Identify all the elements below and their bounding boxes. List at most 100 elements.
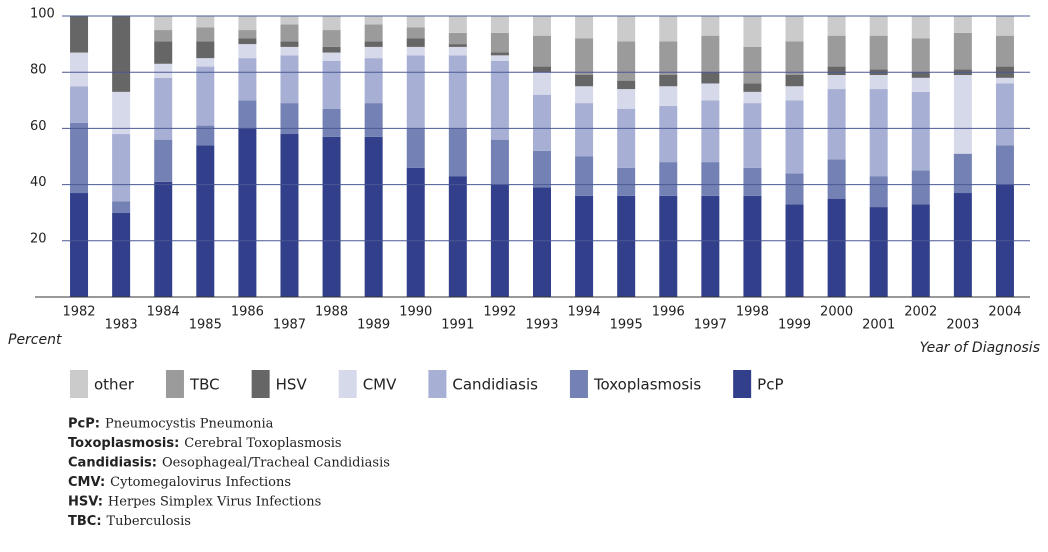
bar-segment — [112, 16, 131, 92]
legend-label: other — [94, 376, 135, 394]
bar-segment — [406, 16, 425, 28]
bar-segment — [785, 75, 804, 87]
bar-segment — [827, 89, 846, 160]
bar-segment — [659, 105, 678, 163]
legend-label: TBC — [189, 376, 220, 394]
bar-segment — [280, 103, 299, 135]
y-axis-label: Percent — [8, 332, 62, 348]
bar-segment — [617, 195, 636, 297]
bar-segment — [659, 41, 678, 76]
bar-segment — [743, 167, 762, 196]
bar-segment — [280, 16, 299, 25]
note-term: TBC: — [68, 514, 102, 529]
y-tick-label: 80 — [30, 63, 47, 78]
legend-swatch — [251, 370, 270, 398]
bar-segment — [575, 156, 594, 196]
bar-segment — [364, 136, 383, 297]
bar-segment — [575, 16, 594, 39]
bar-segment — [280, 46, 299, 56]
bar-segment — [533, 16, 551, 36]
legend-label: HSV — [276, 376, 308, 394]
bar-segment — [995, 35, 1014, 67]
legend-swatch — [428, 370, 447, 398]
note-text: Tuberculosis — [107, 514, 191, 529]
bar-segment — [953, 32, 972, 70]
bar-segment — [827, 35, 846, 67]
bar-segment — [827, 16, 846, 36]
legend-swatch — [338, 370, 357, 398]
bar-segment — [953, 16, 972, 33]
bar-segment — [701, 100, 720, 163]
bar-segment — [701, 72, 720, 84]
bar-segment — [743, 91, 762, 104]
x-tick-label: 1993 — [525, 318, 558, 333]
bar-segment — [364, 103, 383, 137]
legend-swatch — [165, 370, 184, 398]
bar-segment — [322, 46, 341, 53]
x-tick-label: 1989 — [357, 318, 390, 333]
bar-segment — [575, 103, 594, 157]
bar-segment — [911, 72, 930, 78]
legend-label: Toxoplasmosis — [593, 376, 701, 394]
bar-segment — [575, 75, 594, 87]
bar-segment — [785, 41, 804, 76]
x-tick-label: 1995 — [610, 318, 643, 333]
bar-segment — [448, 128, 467, 177]
bar-segment — [533, 150, 551, 188]
bar-segment — [364, 41, 383, 47]
bar-segment — [575, 195, 594, 297]
x-tick-label: 1985 — [189, 318, 222, 333]
legend-swatch — [733, 370, 752, 398]
bar-segment — [490, 60, 509, 140]
bar-segment — [238, 30, 257, 39]
bar-segment — [322, 16, 341, 31]
bar-segment — [364, 46, 383, 59]
legend-swatch — [70, 370, 88, 398]
x-tick-label: 1990 — [399, 305, 432, 320]
bar-segment — [533, 94, 551, 151]
bar-segment — [280, 134, 299, 297]
note-term: PcP: — [68, 417, 100, 432]
bar-segment — [911, 16, 930, 39]
x-tick-label: 1984 — [147, 305, 180, 320]
x-tick-label: 1988 — [315, 305, 348, 320]
bar-segment — [406, 128, 425, 168]
x-tick-label: 1991 — [441, 318, 474, 333]
bar-segment — [322, 60, 341, 109]
bar-segment — [995, 16, 1014, 36]
bar-segment — [154, 16, 173, 31]
x-tick-label: 1986 — [231, 305, 264, 320]
y-tick-label: 60 — [30, 119, 47, 134]
bar-segment — [827, 75, 846, 90]
bar-segment — [196, 27, 215, 42]
bar-segment — [701, 83, 720, 101]
bar-segment — [322, 30, 341, 47]
bar-segment — [70, 86, 89, 123]
x-tick-label: 1987 — [273, 318, 306, 333]
bar-segment — [617, 16, 636, 42]
note-text: Oesophageal/Tracheal Candidiasis — [162, 456, 390, 471]
bar-segment — [196, 41, 215, 59]
bar-segment — [659, 75, 678, 87]
bar-segment — [112, 212, 131, 297]
bar-segment — [490, 32, 509, 53]
bar-segment — [827, 159, 846, 199]
bar-segment — [448, 16, 467, 33]
bar-segment — [448, 44, 467, 47]
bar-segment — [743, 46, 762, 84]
bar-segment — [238, 100, 257, 129]
x-tick-label: 1999 — [778, 318, 811, 333]
note-term: HSV: — [68, 495, 103, 510]
bar-segment — [911, 204, 930, 297]
bar-segment — [659, 195, 678, 297]
bar-segment — [827, 66, 846, 76]
bar-segment — [70, 122, 89, 194]
bar-segment — [406, 167, 425, 297]
note-term: CMV: — [68, 475, 105, 490]
note-text: Cytomegalovirus Infections — [110, 475, 291, 490]
bar-segment — [743, 103, 762, 168]
note-text: Herpes Simplex Virus Infections — [108, 495, 321, 510]
x-tick-label: 2004 — [988, 305, 1021, 320]
bar-segment — [112, 134, 131, 202]
bar-segment — [406, 27, 425, 39]
